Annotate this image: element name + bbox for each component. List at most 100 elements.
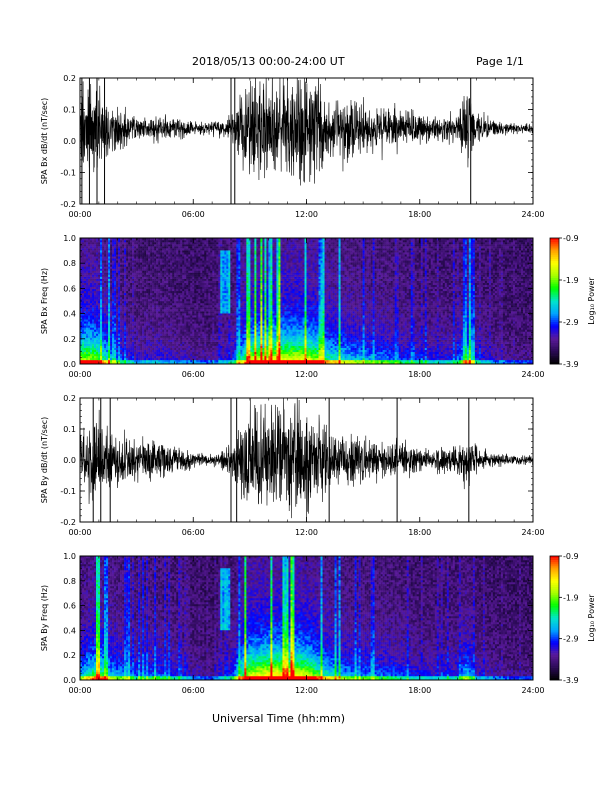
spectrogram-cell bbox=[106, 252, 108, 254]
spectrogram-cell bbox=[110, 264, 112, 266]
spectrogram-cell bbox=[128, 293, 130, 295]
spectrogram-cell bbox=[98, 291, 100, 293]
spectrogram-cell bbox=[120, 256, 122, 258]
spectrogram-cell bbox=[110, 250, 112, 252]
spectrogram-cell bbox=[90, 256, 92, 258]
spectrogram-cell bbox=[82, 277, 84, 279]
spectrogram-cell bbox=[92, 277, 94, 279]
spectrogram-cell bbox=[92, 287, 94, 289]
spectrogram-cell bbox=[100, 285, 102, 287]
spectrogram-cell bbox=[92, 299, 94, 301]
spectrogram-cell bbox=[84, 348, 86, 350]
spectrogram-cell bbox=[114, 287, 116, 289]
spectrogram-cell bbox=[106, 342, 108, 344]
spectrogram-cell bbox=[84, 299, 86, 301]
spectrogram-cell bbox=[116, 342, 118, 344]
spectrogram-cell bbox=[128, 317, 130, 319]
spectrogram-cell bbox=[108, 317, 110, 319]
spectrogram-cell bbox=[98, 313, 100, 315]
spectrogram-cell bbox=[108, 279, 110, 281]
spectrogram-cell bbox=[110, 352, 112, 354]
spectrogram-cell bbox=[120, 317, 122, 319]
spectrogram-cell bbox=[118, 340, 120, 342]
spectrogram-cell bbox=[108, 329, 110, 331]
spectrogram-cell bbox=[128, 260, 130, 262]
spectrogram-cell bbox=[84, 285, 86, 287]
spectrogram-cell bbox=[102, 287, 104, 289]
spectrogram-cell bbox=[100, 262, 102, 264]
spectrogram-cell bbox=[94, 271, 96, 273]
spectrogram-cell bbox=[100, 331, 102, 333]
spectrogram-cell bbox=[98, 256, 100, 258]
spectrogram-cell bbox=[132, 248, 134, 250]
spectrogram-cell bbox=[124, 299, 126, 301]
spectrogram-cell bbox=[92, 321, 94, 323]
spectrogram-cell bbox=[98, 327, 100, 329]
spectrogram-cell bbox=[122, 283, 124, 285]
spectrogram-cell bbox=[98, 293, 100, 295]
spectrogram-cell bbox=[114, 319, 116, 321]
spectrogram-cell bbox=[86, 350, 88, 352]
spectrogram-cell bbox=[112, 309, 114, 311]
spectrogram-cell bbox=[92, 256, 94, 258]
spectrogram-cell bbox=[106, 291, 108, 293]
spectrogram-cell bbox=[88, 256, 90, 258]
spectrogram-cell bbox=[98, 283, 100, 285]
spectrogram-cell bbox=[118, 317, 120, 319]
bx-timeseries-line bbox=[80, 65, 533, 185]
spectrogram-cell bbox=[124, 348, 126, 350]
spectrogram-cell bbox=[120, 271, 122, 273]
spectrogram-cell bbox=[90, 307, 92, 309]
spectrogram-cell bbox=[88, 277, 90, 279]
spectrogram-cell bbox=[88, 321, 90, 323]
spectrogram-cell bbox=[130, 327, 132, 329]
spectrogram-cell bbox=[130, 338, 132, 340]
spectrogram-cell bbox=[108, 340, 110, 342]
spectrogram-cell bbox=[128, 281, 130, 283]
spectrogram-cell bbox=[122, 250, 124, 252]
spectrogram-cell bbox=[94, 309, 96, 311]
spectrogram-cell bbox=[90, 358, 92, 360]
spectrogram-cell bbox=[116, 329, 118, 331]
spectrogram-cell bbox=[92, 283, 94, 285]
spectrogram-cell bbox=[130, 287, 132, 289]
spectrogram-cell bbox=[126, 356, 128, 358]
spectrogram-cell bbox=[92, 354, 94, 356]
spectrogram-cell bbox=[134, 336, 136, 338]
spectrogram-cell bbox=[110, 317, 112, 319]
spectrogram-cell bbox=[102, 352, 104, 354]
spectrogram-cell bbox=[104, 356, 106, 358]
y-tick-label: 0.0 bbox=[63, 137, 76, 146]
spectrogram-cell bbox=[102, 303, 104, 305]
spectrogram-cell bbox=[94, 307, 96, 309]
spectrogram-cell bbox=[86, 346, 88, 348]
spectrogram-cell bbox=[128, 295, 130, 297]
spectrogram-cell bbox=[114, 356, 116, 358]
spectrogram-cell bbox=[94, 281, 96, 283]
spectrogram-cell bbox=[114, 317, 116, 319]
spectrogram-cell bbox=[134, 348, 136, 350]
spectrogram-cell bbox=[132, 275, 134, 277]
spectrogram-cell bbox=[112, 262, 114, 264]
spectrogram-cell bbox=[86, 285, 88, 287]
spectrogram-cell bbox=[124, 266, 126, 268]
y-tick-label: -0.1 bbox=[60, 169, 76, 178]
spectrogram-cell bbox=[114, 340, 116, 342]
spectrogram-cell bbox=[84, 289, 86, 291]
spectrogram-cell bbox=[92, 317, 94, 319]
spectrogram-cell bbox=[122, 336, 124, 338]
spectrogram-cell bbox=[126, 285, 128, 287]
spectrogram-cell bbox=[108, 252, 110, 254]
spectrogram-cell bbox=[82, 317, 84, 319]
spectrogram-cell bbox=[90, 242, 92, 244]
spectrogram-cell bbox=[122, 307, 124, 309]
spectrogram-cell bbox=[114, 309, 116, 311]
spectrogram-cell bbox=[124, 271, 126, 273]
spectrogram-cell bbox=[120, 323, 122, 325]
spectrogram-cell bbox=[98, 295, 100, 297]
spectrogram-cell bbox=[120, 331, 122, 333]
spectrogram-cell bbox=[86, 256, 88, 258]
spectrogram-cell bbox=[116, 262, 118, 264]
spectrogram-cell bbox=[130, 297, 132, 299]
spectrogram-cell bbox=[132, 346, 134, 348]
